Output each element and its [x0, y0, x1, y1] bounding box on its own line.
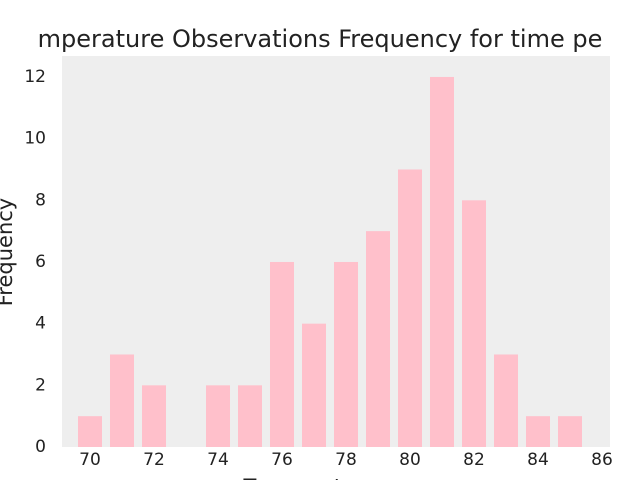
- y-tick-label: 12: [24, 67, 46, 87]
- chart-title: mperature Observations Frequency for tim…: [38, 25, 603, 53]
- bar: [206, 385, 230, 447]
- bar: [78, 416, 102, 447]
- x-tick-label: 72: [143, 450, 165, 470]
- y-tick-label: 0: [35, 437, 46, 457]
- bar: [142, 385, 166, 447]
- x-tick-label: 82: [463, 450, 485, 470]
- bar: [334, 261, 358, 447]
- y-tick-label: 10: [24, 129, 46, 149]
- y-axis-label: Frequency: [0, 198, 17, 307]
- x-tick-label: 74: [207, 450, 229, 470]
- x-axis-label: Temperature: [242, 475, 376, 480]
- y-tick-label: 8: [35, 190, 46, 210]
- bar: [558, 416, 582, 447]
- bar: [430, 76, 454, 448]
- y-tick-label: 2: [35, 375, 46, 395]
- bar: [494, 354, 518, 447]
- bar: [366, 231, 390, 447]
- bar: [462, 200, 486, 447]
- x-tick-label: 76: [271, 450, 293, 470]
- x-tick-label: 80: [399, 450, 421, 470]
- bar: [238, 385, 262, 447]
- x-tick-label: 86: [591, 450, 613, 470]
- x-tick-label: 70: [79, 450, 101, 470]
- bar: [270, 261, 294, 447]
- bar: [110, 354, 134, 447]
- x-tick-label: 78: [335, 450, 357, 470]
- bar: [526, 416, 550, 447]
- bar: [302, 323, 326, 447]
- bar: [398, 169, 422, 448]
- x-tick-label: 84: [527, 450, 549, 470]
- y-tick-label: 6: [35, 252, 46, 272]
- y-tick-label: 4: [35, 314, 46, 334]
